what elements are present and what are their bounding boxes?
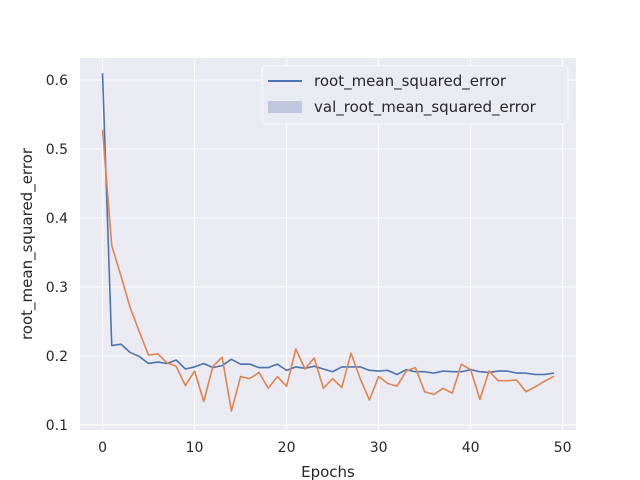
y-tick-label: 0.1	[46, 418, 68, 434]
x-tick-label: 50	[554, 440, 572, 456]
legend-entry-0: root_mean_squared_error	[314, 72, 507, 91]
series-line-0	[101, 73, 555, 376]
x-axis-label: Epochs	[301, 463, 355, 480]
x-tick-labels: 0 10 20 30 40 50	[98, 440, 571, 456]
legend: root_mean_squared_error val_root_mean_sq…	[261, 65, 569, 125]
x-tick-label: 40	[462, 440, 480, 456]
legend-box	[261, 65, 569, 125]
y-axis-label: root_mean_squared_error	[18, 147, 37, 340]
x-tick-label: 0	[98, 440, 107, 456]
x-tick-label: 10	[186, 440, 204, 456]
legend-patch-marker	[268, 101, 302, 113]
y-tick-label: 0.5	[46, 142, 68, 158]
y-tick-label: 0.4	[46, 211, 68, 227]
series-line-1	[101, 129, 555, 412]
x-tick-label: 20	[278, 440, 296, 456]
y-tick-labels: 0.1 0.2 0.3 0.4 0.5 0.6	[46, 73, 68, 434]
y-tick-label: 0.6	[46, 73, 68, 89]
series-lines	[101, 73, 555, 412]
y-tick-label: 0.2	[46, 349, 68, 365]
legend-entry-1: val_root_mean_squared_error	[314, 98, 537, 117]
x-tick-label: 30	[370, 440, 388, 456]
y-tick-label: 0.3	[46, 280, 68, 296]
